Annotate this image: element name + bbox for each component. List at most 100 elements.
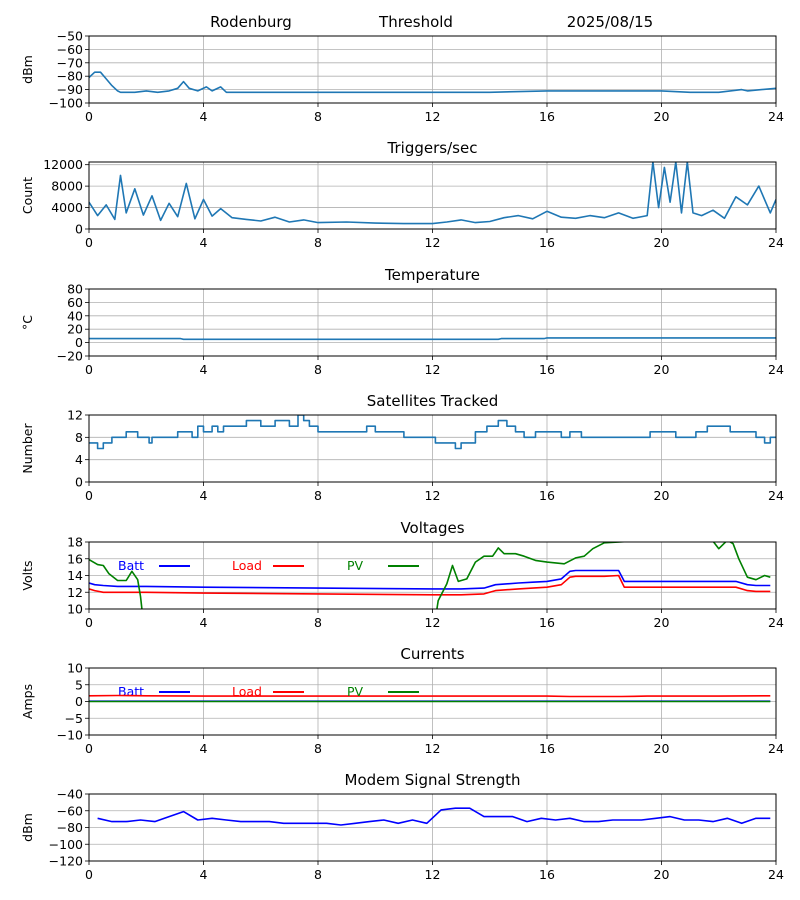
y-tick-label: 80 [67,282,83,297]
legend-label: Batt [118,684,144,699]
legend-label: Load [232,684,262,699]
series-line-1 [89,694,771,698]
legend-label: Batt [118,558,144,573]
x-tick-label: 16 [539,109,555,124]
x-tick-label: 16 [539,488,555,503]
y-tick-label: 20 [67,322,83,337]
x-tick-label: 4 [200,615,208,630]
x-tick-label: 8 [314,109,322,124]
x-tick-label: 20 [654,362,670,377]
header-mode: Threshold [378,13,453,31]
x-tick-label: 0 [85,362,93,377]
chart-title: Voltages [400,519,464,537]
x-tick-label: 4 [200,867,208,882]
series-line-0 [97,807,771,826]
header-date: 2025/08/15 [567,13,653,31]
x-tick-label: 8 [314,741,322,756]
legend-label: PV [347,558,364,573]
series-line-0 [89,337,776,341]
x-tick-label: 20 [654,109,670,124]
x-tick-label: 4 [200,235,208,250]
y-tick-label: 0 [75,475,83,490]
x-tick-label: 8 [314,615,322,630]
x-tick-label: 24 [768,615,784,630]
x-tick-label: 24 [768,867,784,882]
series-line-0 [89,162,776,225]
y-tick-label: 8 [75,430,83,445]
x-tick-label: 24 [768,741,784,756]
y-tick-label: 4 [75,452,83,467]
x-tick-label: 8 [314,488,322,503]
x-tick-label: 24 [768,488,784,503]
x-tick-label: 24 [768,235,784,250]
header-station: Rodenburg [210,13,292,31]
y-tick-label: 8000 [51,179,83,194]
y-tick-label: 4000 [51,200,83,215]
legend-label: PV [347,684,364,699]
chart-1: 0 4 8 12 16 20 24 0 4000 8000 12000 Triggers/sec Cou… [20,139,784,250]
y-tick-label: −60 [57,42,83,57]
x-tick-label: 16 [539,741,555,756]
y-tick-label: 12 [67,585,83,600]
series-line-2 [89,542,771,609]
x-tick-label: 0 [85,867,93,882]
y-tick-label: 14 [67,568,83,583]
chart-title: Currents [400,645,464,663]
y-tick-label: −10 [57,728,83,743]
y-tick-label: 12000 [43,157,83,172]
x-tick-label: 12 [425,615,441,630]
series-line-0 [89,569,771,590]
y-tick-label: 5 [75,677,83,692]
x-tick-label: 8 [314,235,322,250]
x-tick-label: 16 [539,235,555,250]
x-tick-label: 20 [654,741,670,756]
x-tick-label: 24 [768,109,784,124]
x-tick-label: 12 [425,741,441,756]
y-tick-label: −70 [57,55,83,70]
legend-label: Load [232,558,262,573]
x-tick-label: 24 [768,362,784,377]
y-tick-label: −90 [57,82,83,97]
chart-title: Modem Signal Strength [345,771,521,789]
y-tick-label: −40 [57,787,83,802]
x-tick-label: 16 [539,615,555,630]
chart-0: 0 4 8 12 16 20 24 −100−90−80−70−60−50 dBm [20,29,784,125]
x-tick-label: 0 [85,615,93,630]
x-tick-label: 20 [654,615,670,630]
y-axis-label: Amps [20,684,35,719]
x-tick-label: 4 [200,109,208,124]
x-tick-label: 16 [539,362,555,377]
chart-title: Triggers/sec [387,139,478,157]
chart-3: 0 4 8 12 16 20 24 0 4 8 12 Satellites Tracked Number [20,392,784,503]
chart-title: Temperature [384,266,480,284]
chart-title: Satellites Tracked [367,392,498,410]
y-tick-label: −5 [65,711,83,726]
x-tick-label: 4 [200,362,208,377]
x-tick-label: 0 [85,488,93,503]
x-tick-label: 12 [425,362,441,377]
y-tick-label: −50 [57,29,83,44]
x-tick-label: 8 [314,362,322,377]
x-tick-label: 12 [425,109,441,124]
y-tick-label: −80 [57,69,83,84]
x-tick-label: 12 [425,867,441,882]
x-tick-label: 20 [654,235,670,250]
y-tick-label: −60 [57,803,83,818]
y-tick-label: −120 [49,854,83,869]
y-tick-label: −80 [57,820,83,835]
y-axis-label: Count [20,177,35,214]
y-tick-label: −100 [49,837,83,852]
x-tick-label: 12 [425,235,441,250]
series-line-0 [89,415,776,450]
y-tick-label: 0 [75,222,83,237]
y-tick-label: 0 [75,335,83,350]
y-axis-label: Volts [20,560,35,590]
y-axis-label: °C [20,315,35,330]
y-tick-label: 40 [67,308,83,323]
y-tick-label: 0 [75,694,83,709]
y-tick-label: 16 [67,551,83,566]
y-axis-label: dBm [20,813,35,842]
